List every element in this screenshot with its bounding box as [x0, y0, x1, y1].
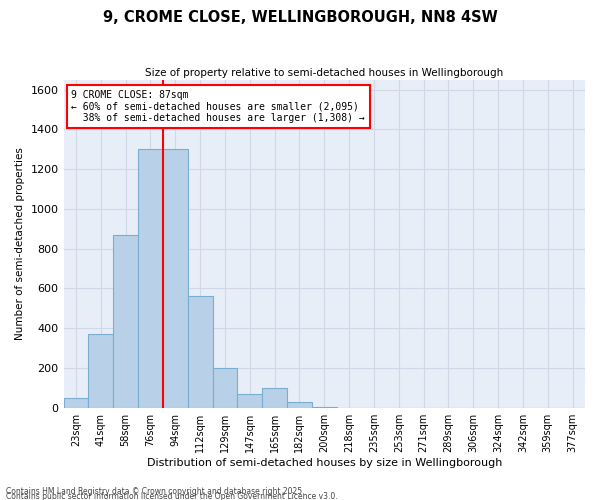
Bar: [138, 150, 163, 408]
Text: Contains public sector information licensed under the Open Government Licence v3: Contains public sector information licen…: [6, 492, 338, 500]
Bar: [113, 234, 138, 408]
Bar: [88, 334, 113, 407]
Bar: [188, 296, 212, 408]
Text: 9 CROME CLOSE: 87sqm
← 60% of semi-detached houses are smaller (2,095)
  38% of : 9 CROME CLOSE: 87sqm ← 60% of semi-detac…: [71, 90, 365, 122]
Bar: [262, 388, 287, 407]
Bar: [163, 150, 188, 408]
Y-axis label: Number of semi-detached properties: Number of semi-detached properties: [15, 147, 25, 340]
X-axis label: Distribution of semi-detached houses by size in Wellingborough: Distribution of semi-detached houses by …: [146, 458, 502, 468]
Bar: [287, 402, 312, 407]
Bar: [238, 394, 262, 407]
Bar: [312, 406, 337, 408]
Text: Contains HM Land Registry data © Crown copyright and database right 2025.: Contains HM Land Registry data © Crown c…: [6, 486, 305, 496]
Text: 9, CROME CLOSE, WELLINGBOROUGH, NN8 4SW: 9, CROME CLOSE, WELLINGBOROUGH, NN8 4SW: [103, 10, 497, 25]
Title: Size of property relative to semi-detached houses in Wellingborough: Size of property relative to semi-detach…: [145, 68, 503, 78]
Bar: [212, 368, 238, 408]
Bar: [64, 398, 88, 407]
